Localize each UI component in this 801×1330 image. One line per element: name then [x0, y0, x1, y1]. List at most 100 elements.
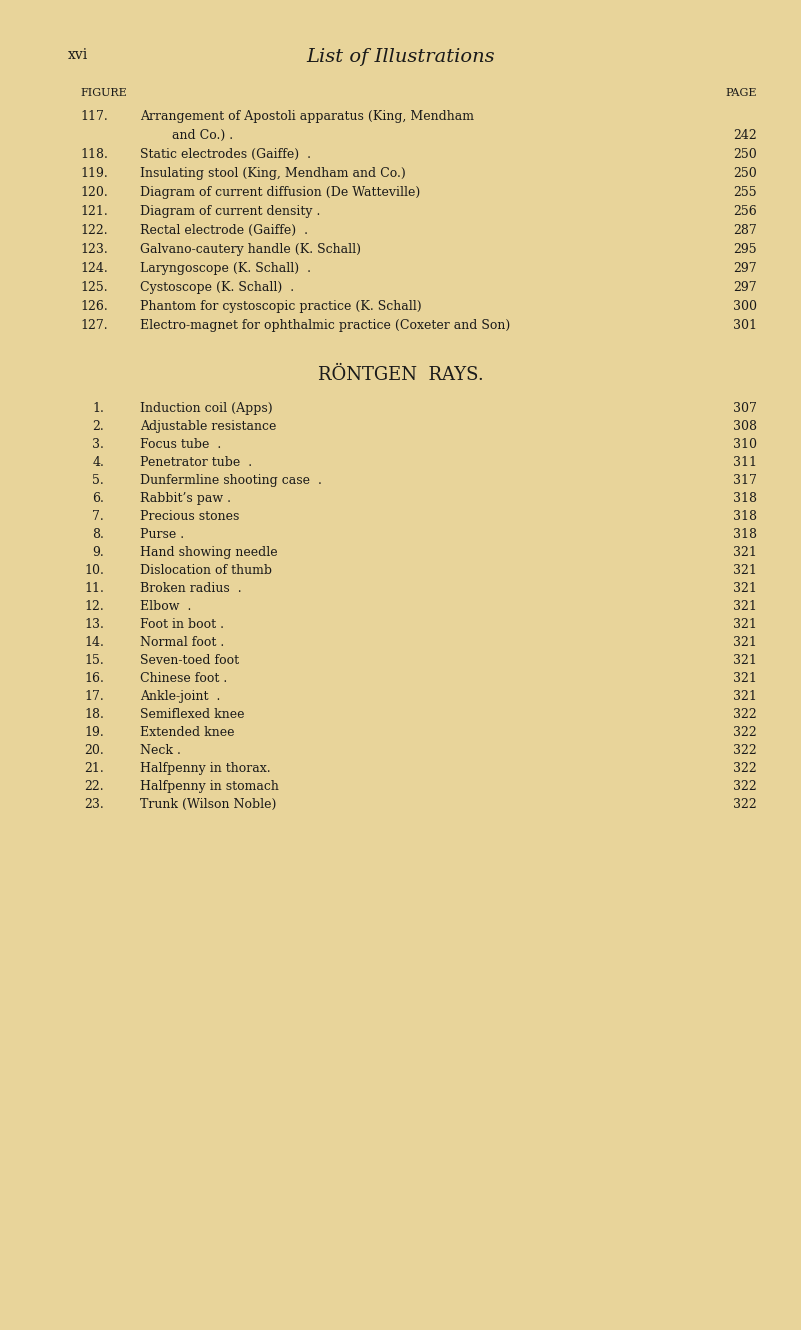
- Text: 124.: 124.: [80, 262, 108, 275]
- Text: Phantom for cystoscopic practice (K. Schall): Phantom for cystoscopic practice (K. Sch…: [140, 301, 422, 313]
- Text: 297: 297: [734, 281, 757, 294]
- Text: Ankle-joint  .: Ankle-joint .: [140, 690, 220, 704]
- Text: 14.: 14.: [84, 636, 104, 649]
- Text: 3.: 3.: [92, 438, 104, 451]
- Text: 21.: 21.: [84, 762, 104, 775]
- Text: 322: 322: [733, 798, 757, 811]
- Text: xvi: xvi: [68, 48, 88, 63]
- Text: Precious stones: Precious stones: [140, 509, 239, 523]
- Text: Chinese foot .: Chinese foot .: [140, 672, 227, 685]
- Text: Laryngoscope (K. Schall)  .: Laryngoscope (K. Schall) .: [140, 262, 311, 275]
- Text: 317: 317: [733, 473, 757, 487]
- Text: Trunk (Wilson Noble): Trunk (Wilson Noble): [140, 798, 276, 811]
- Text: 321: 321: [733, 672, 757, 685]
- Text: 300: 300: [733, 301, 757, 313]
- Text: 121.: 121.: [80, 205, 108, 218]
- Text: Elbow  .: Elbow .: [140, 600, 191, 613]
- Text: Halfpenny in thorax.: Halfpenny in thorax.: [140, 762, 271, 775]
- Text: Diagram of current diffusion (De Watteville): Diagram of current diffusion (De Wattevi…: [140, 186, 421, 200]
- Text: 127.: 127.: [80, 319, 107, 332]
- Text: Broken radius  .: Broken radius .: [140, 583, 242, 595]
- Text: RÖNTGEN  RAYS.: RÖNTGEN RAYS.: [318, 366, 483, 384]
- Text: 16.: 16.: [84, 672, 104, 685]
- Text: 310: 310: [733, 438, 757, 451]
- Text: 321: 321: [733, 654, 757, 668]
- Text: 321: 321: [733, 564, 757, 577]
- Text: 19.: 19.: [84, 726, 104, 739]
- Text: 321: 321: [733, 583, 757, 595]
- Text: 322: 322: [733, 779, 757, 793]
- Text: 118.: 118.: [80, 148, 108, 161]
- Text: 255: 255: [734, 186, 757, 200]
- Text: Neck .: Neck .: [140, 743, 181, 757]
- Text: 20.: 20.: [84, 743, 104, 757]
- Text: 6.: 6.: [92, 492, 104, 505]
- Text: 311: 311: [733, 456, 757, 469]
- Text: Extended knee: Extended knee: [140, 726, 235, 739]
- Text: 250: 250: [733, 148, 757, 161]
- Text: 23.: 23.: [84, 798, 104, 811]
- Text: 321: 321: [733, 600, 757, 613]
- Text: 321: 321: [733, 636, 757, 649]
- Text: Semiflexed knee: Semiflexed knee: [140, 708, 244, 721]
- Text: 307: 307: [733, 402, 757, 415]
- Text: 297: 297: [734, 262, 757, 275]
- Text: 120.: 120.: [80, 186, 108, 200]
- Text: Purse .: Purse .: [140, 528, 184, 541]
- Text: 322: 322: [733, 708, 757, 721]
- Text: PAGE: PAGE: [726, 88, 757, 98]
- Text: Galvano-cautery handle (K. Schall): Galvano-cautery handle (K. Schall): [140, 243, 361, 255]
- Text: 318: 318: [733, 492, 757, 505]
- Text: Arrangement of Apostoli apparatus (King, Mendham: Arrangement of Apostoli apparatus (King,…: [140, 110, 474, 122]
- Text: 15.: 15.: [84, 654, 104, 668]
- Text: Cystoscope (K. Schall)  .: Cystoscope (K. Schall) .: [140, 281, 294, 294]
- Text: Hand showing needle: Hand showing needle: [140, 547, 278, 559]
- Text: List of Illustrations: List of Illustrations: [306, 48, 495, 66]
- Text: 125.: 125.: [80, 281, 107, 294]
- Text: Halfpenny in stomach: Halfpenny in stomach: [140, 779, 279, 793]
- Text: 117.: 117.: [80, 110, 108, 122]
- Text: Adjustable resistance: Adjustable resistance: [140, 420, 276, 434]
- Text: Induction coil (Apps): Induction coil (Apps): [140, 402, 273, 415]
- Text: 123.: 123.: [80, 243, 108, 255]
- Text: Rectal electrode (Gaiffe)  .: Rectal electrode (Gaiffe) .: [140, 223, 308, 237]
- Text: 5.: 5.: [92, 473, 104, 487]
- Text: 12.: 12.: [84, 600, 104, 613]
- Text: 13.: 13.: [84, 618, 104, 630]
- Text: 321: 321: [733, 618, 757, 630]
- Text: Foot in boot .: Foot in boot .: [140, 618, 224, 630]
- Text: Normal foot .: Normal foot .: [140, 636, 224, 649]
- Text: Focus tube  .: Focus tube .: [140, 438, 221, 451]
- Text: Static electrodes (Gaiffe)  .: Static electrodes (Gaiffe) .: [140, 148, 311, 161]
- Text: Dunfermline shooting case  .: Dunfermline shooting case .: [140, 473, 322, 487]
- Text: and Co.) .: and Co.) .: [172, 129, 233, 142]
- Text: 321: 321: [733, 690, 757, 704]
- Text: 11.: 11.: [84, 583, 104, 595]
- Text: FIGURE: FIGURE: [80, 88, 127, 98]
- Text: 318: 318: [733, 509, 757, 523]
- Text: 301: 301: [733, 319, 757, 332]
- Text: 1.: 1.: [92, 402, 104, 415]
- Text: Penetrator tube  .: Penetrator tube .: [140, 456, 252, 469]
- Text: 295: 295: [734, 243, 757, 255]
- Text: 242: 242: [733, 129, 757, 142]
- Text: 7.: 7.: [92, 509, 104, 523]
- Text: 119.: 119.: [80, 168, 108, 180]
- Text: 122.: 122.: [80, 223, 107, 237]
- Text: 322: 322: [733, 762, 757, 775]
- Text: 287: 287: [733, 223, 757, 237]
- Text: 2.: 2.: [92, 420, 104, 434]
- Text: 9.: 9.: [92, 547, 104, 559]
- Text: 10.: 10.: [84, 564, 104, 577]
- Text: Rabbit’s paw .: Rabbit’s paw .: [140, 492, 231, 505]
- Text: 17.: 17.: [84, 690, 104, 704]
- Text: 318: 318: [733, 528, 757, 541]
- Text: 22.: 22.: [84, 779, 104, 793]
- Text: 18.: 18.: [84, 708, 104, 721]
- Text: 8.: 8.: [92, 528, 104, 541]
- Text: 126.: 126.: [80, 301, 108, 313]
- Text: Seven-toed foot: Seven-toed foot: [140, 654, 239, 668]
- Text: 322: 322: [733, 743, 757, 757]
- Text: Electro-magnet for ophthalmic practice (Coxeter and Son): Electro-magnet for ophthalmic practice (…: [140, 319, 510, 332]
- Text: 256: 256: [733, 205, 757, 218]
